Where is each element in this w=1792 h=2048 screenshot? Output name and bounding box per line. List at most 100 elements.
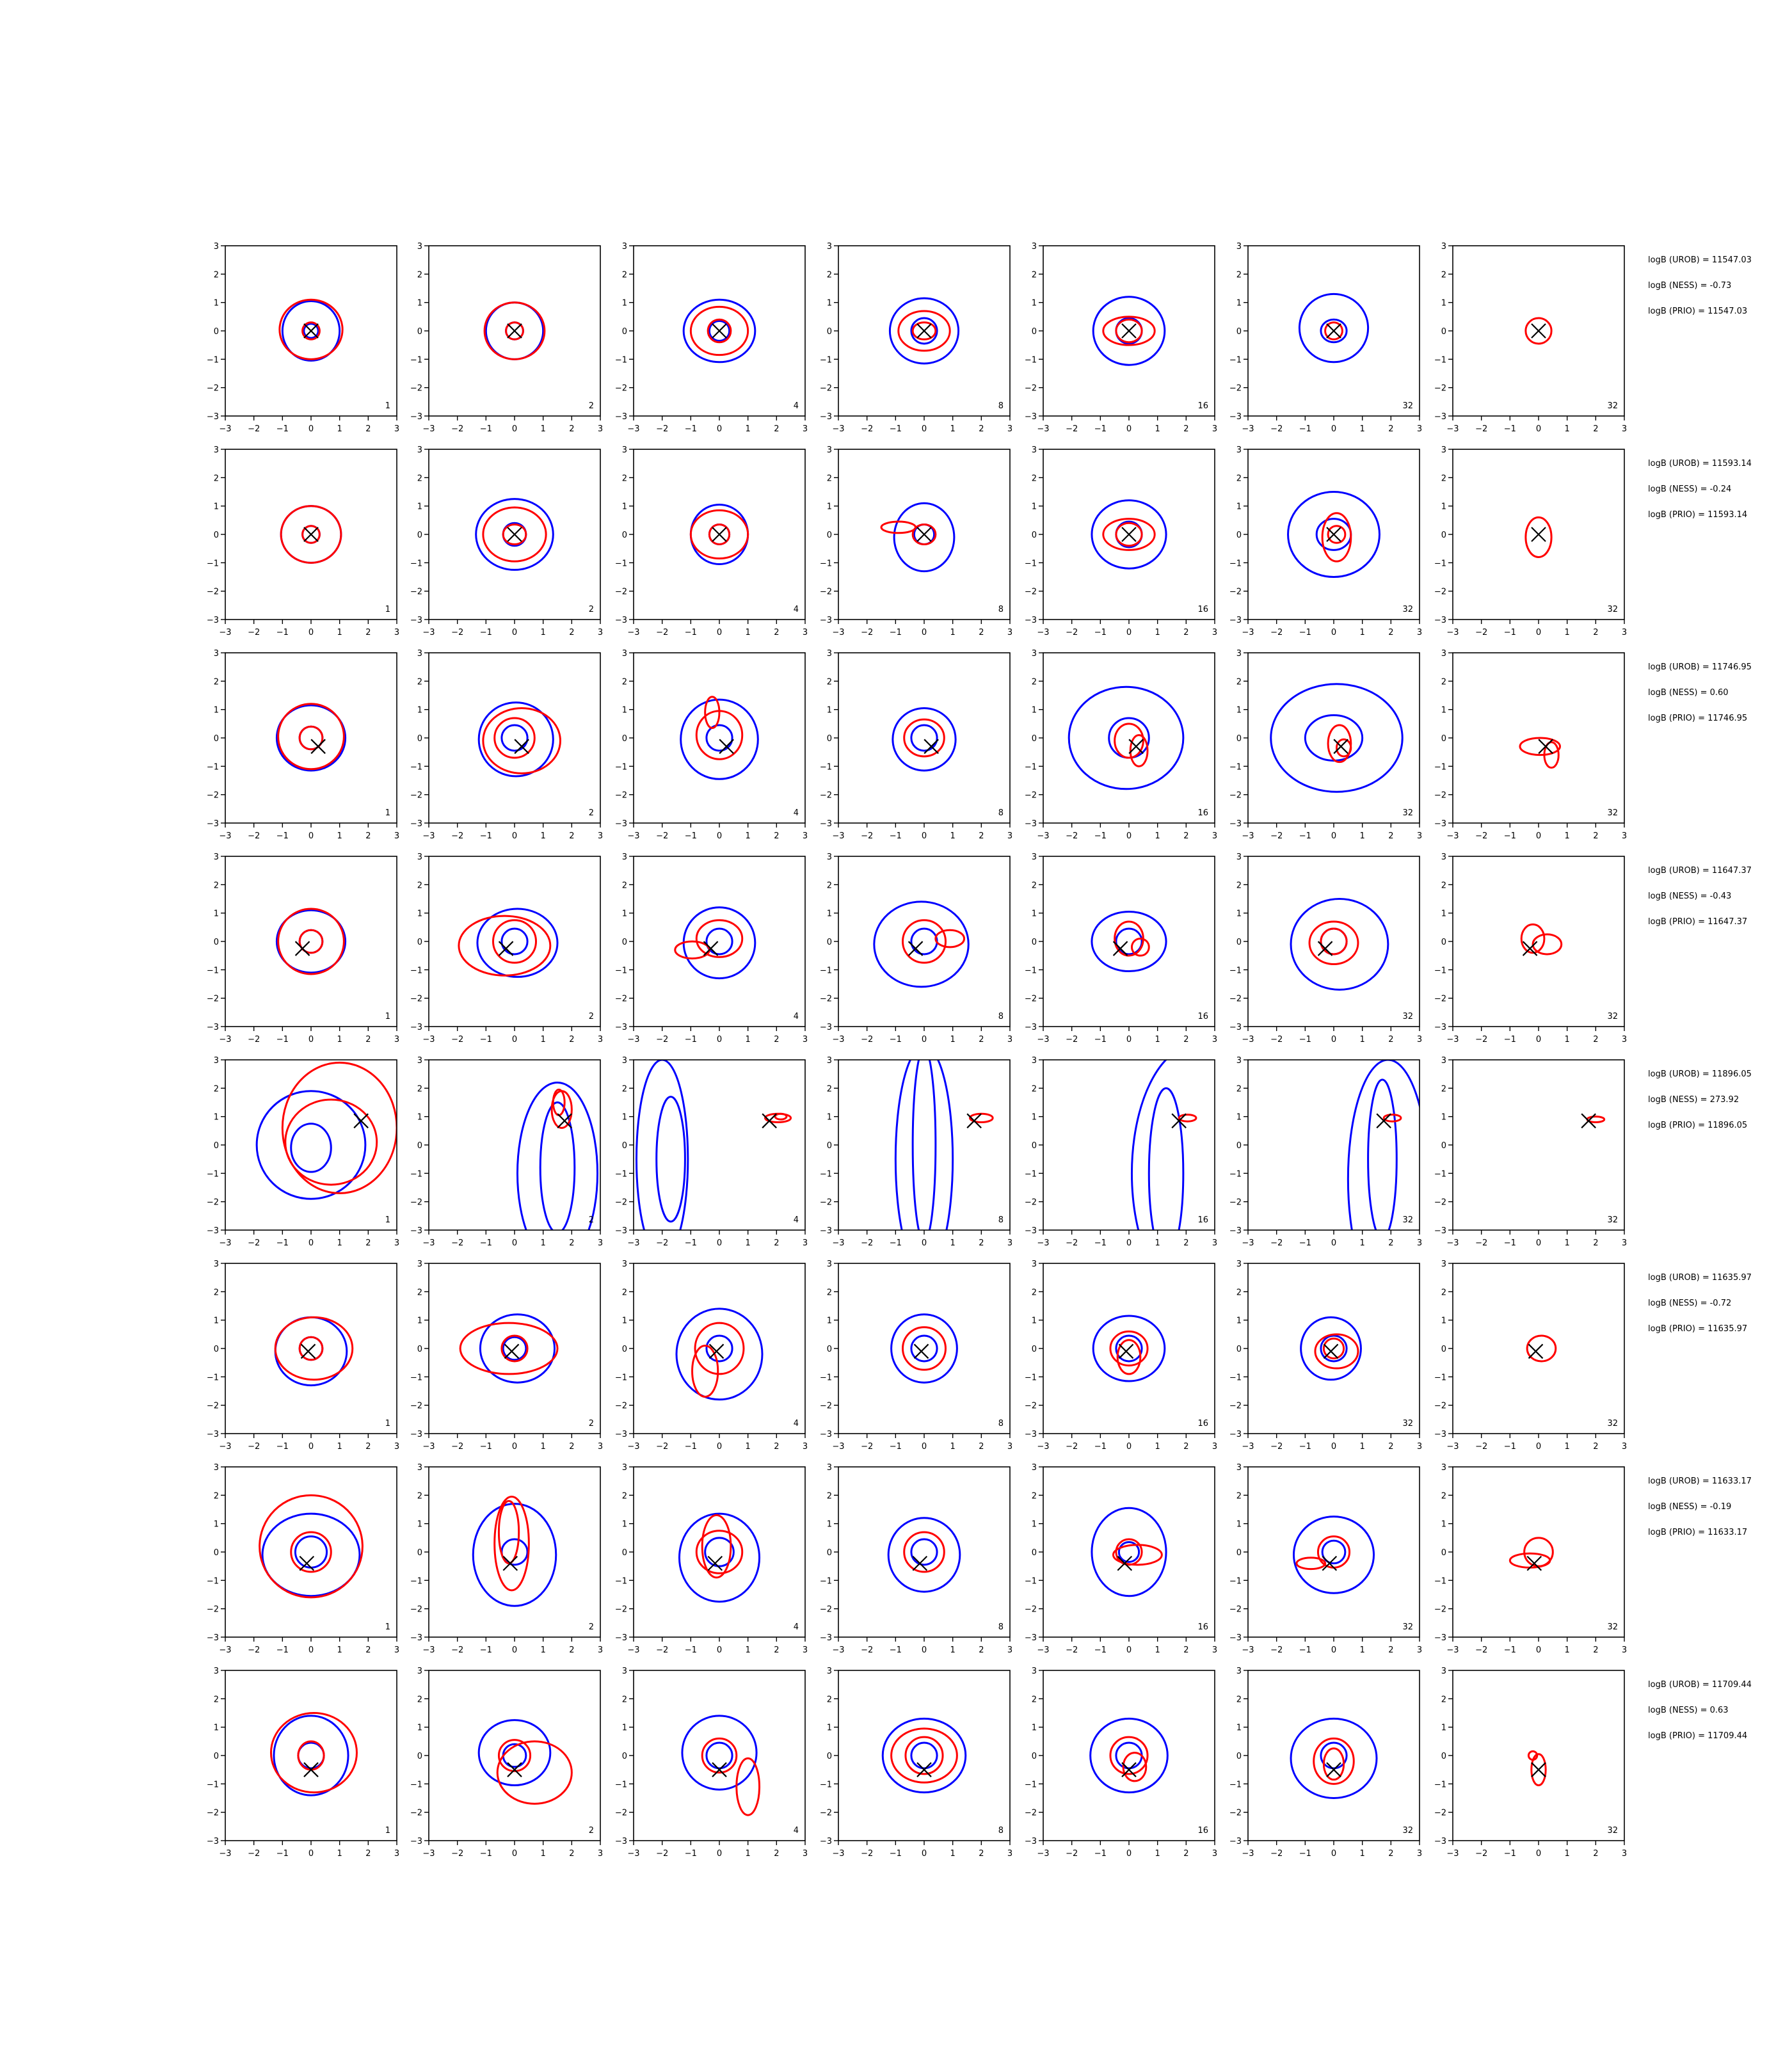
y-tick-label: −3: [410, 412, 422, 422]
y-tick-label: −3: [1229, 616, 1242, 625]
y-tick-label: 2: [1032, 881, 1037, 890]
prior-contour: [493, 717, 536, 759]
y-tick-label: −2: [207, 588, 219, 597]
x-tick-label: −1: [480, 831, 492, 841]
y-tick-label: −1: [410, 1169, 422, 1179]
x-tick-label: 2: [774, 1849, 779, 1859]
x-tick-label: 0: [512, 1238, 517, 1248]
plot-area: [1270, 683, 1404, 793]
plot-area: [1347, 1060, 1420, 1230]
x-tick-label: −1: [480, 628, 492, 637]
x-tick-label: −3: [1037, 831, 1049, 841]
y-tick-label: 1: [214, 299, 219, 308]
panel-label: 2: [589, 1215, 594, 1225]
plot-area: [1092, 296, 1166, 366]
x-tick-label: 3: [1622, 1035, 1627, 1044]
x-tick-label: 1: [746, 1849, 751, 1859]
x-tick-label: −1: [276, 628, 289, 637]
x-tick-label: 0: [1536, 831, 1541, 841]
x-tick-label: 2: [569, 1442, 574, 1452]
y-tick-label: 3: [1032, 852, 1037, 862]
y-tick-label: −3: [615, 1837, 627, 1846]
y-tick-label: 3: [827, 1667, 832, 1676]
x-tick-label: 0: [717, 1035, 722, 1044]
x-tick-label: 3: [1007, 1849, 1012, 1859]
uniform-contour: [678, 1512, 761, 1603]
x-tick-label: 0: [1536, 1645, 1541, 1655]
logb-annotation: logB (UROB) = 11593.14: [1648, 459, 1752, 468]
y-tick-label: 3: [1032, 1463, 1037, 1473]
panel-row: −3 −2 −1 0 1 2 3 −3 −2 −1 0 1 2 3 1 −3 −2 −1 0 1 2 3 −3 −2 −1 0 1 2…: [207, 852, 1752, 1044]
y-tick-label: −1: [1025, 1169, 1037, 1179]
y-tick-label: −3: [410, 1430, 422, 1439]
y-tick-label: 0: [827, 531, 832, 540]
contour-panel: −3 −2 −1 0 1 2 3 −3 −2 −1 0 1 2 3 16: [1025, 649, 1217, 841]
y-tick-label: 0: [622, 1548, 627, 1558]
y-tick-label: −2: [410, 588, 422, 597]
truth-marker: [1376, 1113, 1391, 1129]
y-tick-label: −2: [410, 1198, 422, 1208]
y-tick-label: 2: [1236, 474, 1242, 483]
uniform-contour: [1115, 1334, 1143, 1363]
y-tick-label: 0: [1032, 1141, 1037, 1151]
uniform-contour: [1367, 1078, 1398, 1230]
truth-marker: [1528, 1343, 1544, 1359]
contour-panel: −3 −2 −1 0 1 2 3 −3 −2 −1 0 1 2 3 16: [1025, 1056, 1217, 1248]
panel-grid: −3 −2 −1 0 1 2 3 −3 −2 −1 0 1 2 3 1 −3 −2 −1 0 1 2 3 −3 −2 −1 0 1 2…: [207, 242, 1752, 1859]
panel-label: 1: [385, 1012, 390, 1021]
x-tick-label: −3: [1242, 1035, 1254, 1044]
y-tick-label: −3: [1434, 1226, 1446, 1236]
x-tick-label: −1: [1299, 831, 1311, 841]
y-tick-label: −1: [410, 559, 422, 568]
x-tick-label: 3: [394, 1035, 399, 1044]
prior-contour: [1524, 317, 1553, 345]
y-tick-label: −2: [1434, 1402, 1446, 1411]
x-tick-label: −1: [1299, 628, 1311, 637]
uniform-contour: [1347, 1060, 1420, 1230]
x-tick-label: 0: [922, 1849, 927, 1859]
y-tick-label: 3: [214, 1056, 219, 1066]
y-tick-label: 3: [1236, 1260, 1242, 1269]
axes-frame: [838, 1466, 1011, 1638]
x-tick-label: 3: [1622, 628, 1627, 637]
x-tick-label: −3: [219, 1238, 231, 1248]
plot-area: [1298, 292, 1370, 364]
x-tick-label: −2: [1475, 831, 1487, 841]
prior-contour: [774, 1112, 788, 1121]
x-tick-label: −3: [219, 1645, 231, 1655]
y-tick-label: −1: [410, 355, 422, 365]
y-tick-label: 1: [622, 706, 627, 716]
y-tick-label: 0: [622, 1141, 627, 1151]
x-tick-label: −3: [832, 831, 844, 841]
truth-marker: [1128, 739, 1144, 755]
panel-label: 4: [794, 401, 799, 411]
x-tick-label: −1: [685, 1442, 697, 1452]
x-tick-label: 1: [1565, 424, 1570, 434]
y-tick-label: −3: [820, 819, 832, 829]
prior-contour: [277, 703, 345, 771]
x-tick-label: 2: [365, 424, 371, 434]
panel-label: 32: [1607, 1419, 1618, 1428]
y-tick-label: −1: [820, 1373, 832, 1382]
y-tick-label: 1: [1441, 909, 1446, 919]
y-tick-label: −1: [820, 1169, 832, 1179]
panel-label: 2: [589, 1419, 594, 1428]
axes-frame: [1452, 1670, 1625, 1841]
contour-panel: −3 −2 −1 0 1 2 3 −3 −2 −1 0 1 2 3 8: [820, 649, 1012, 841]
x-tick-label: −1: [685, 424, 697, 434]
contour-panel: −3 −2 −1 0 1 2 3 −3 −2 −1 0 1 2 3 32: [1229, 1667, 1422, 1859]
truth-marker: [303, 323, 319, 339]
uniform-contour: [1290, 898, 1389, 991]
logb-annotation: logB (UROB) = 11635.97: [1648, 1273, 1752, 1283]
truth-marker: [514, 739, 529, 755]
y-tick-label: −2: [1025, 791, 1037, 801]
x-tick-label: 0: [1126, 1035, 1132, 1044]
x-tick-label: −1: [480, 1849, 492, 1859]
x-tick-label: −3: [627, 831, 639, 841]
panel-label: 1: [385, 1419, 390, 1428]
prior-contour: [1122, 1752, 1148, 1782]
y-tick-label: −3: [207, 1430, 219, 1439]
y-tick-label: −1: [410, 1373, 422, 1382]
y-tick-label: 3: [417, 1056, 422, 1066]
uniform-contour: [910, 724, 938, 752]
